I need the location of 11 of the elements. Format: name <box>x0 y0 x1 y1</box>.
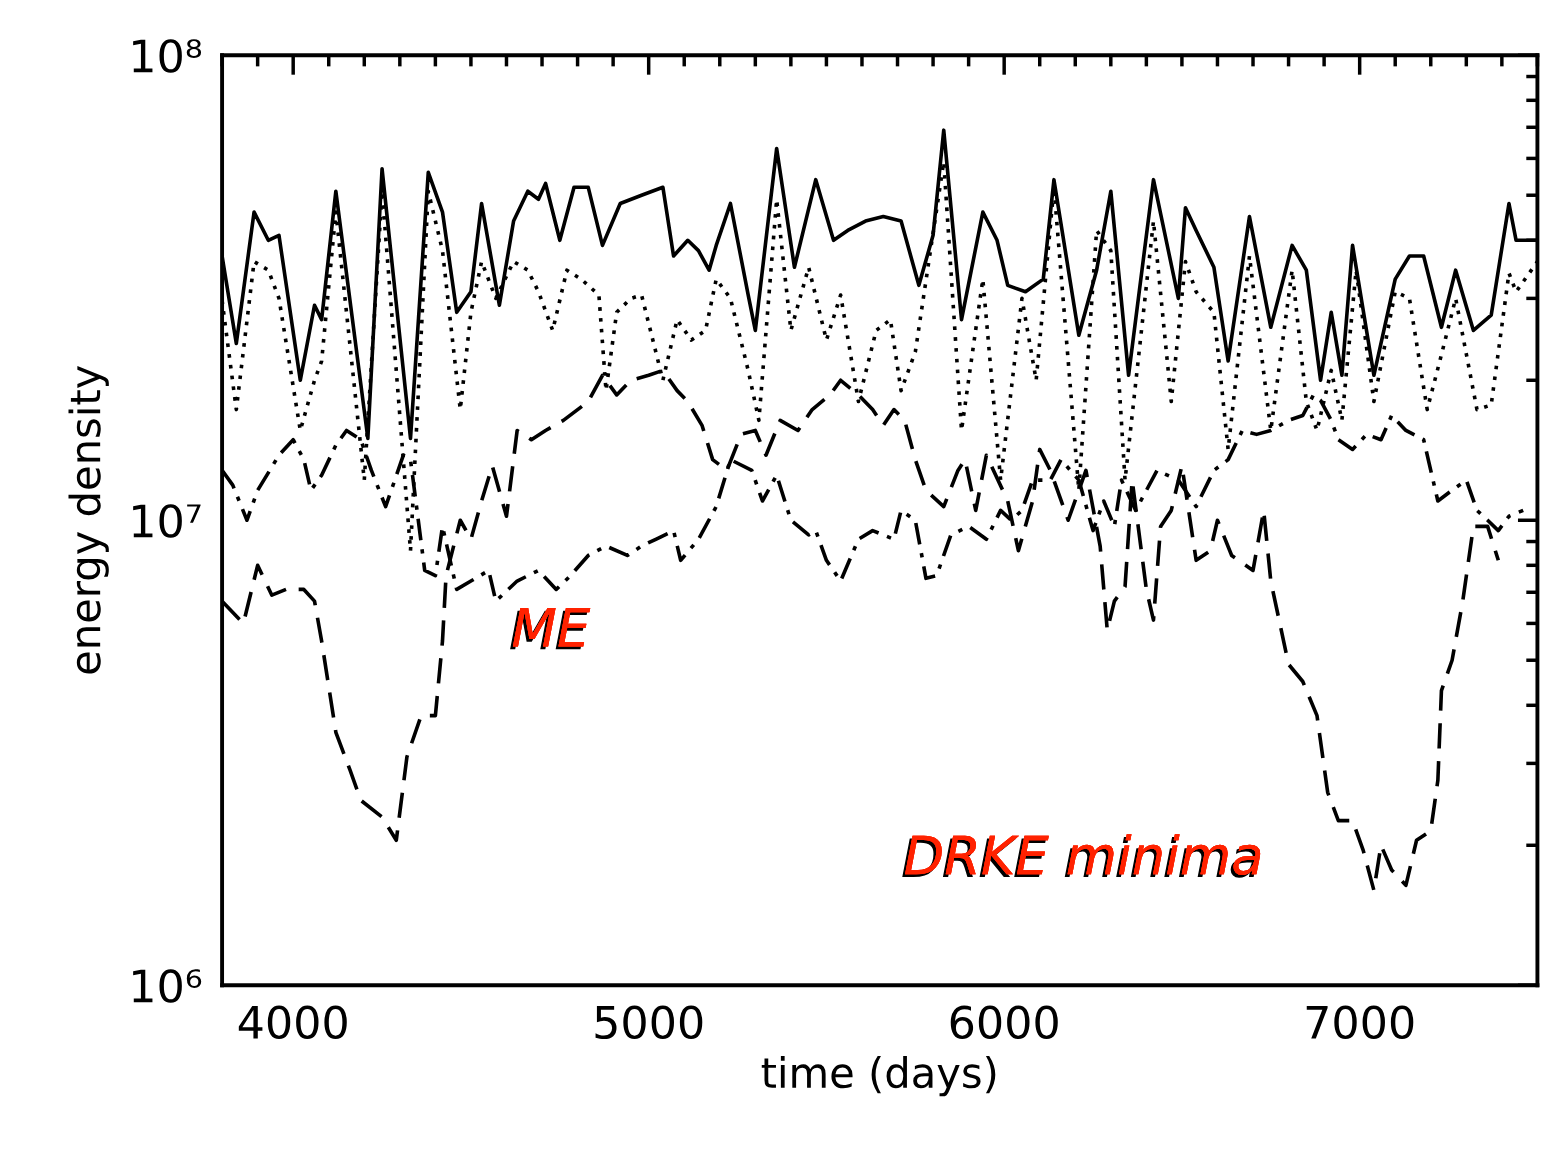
x-tick-label: 7000 <box>1306 1005 1414 1040</box>
x-tick-label: 5000 <box>595 1005 703 1040</box>
annotation: ME <box>510 607 591 650</box>
x-tick-label: 4000 <box>238 1005 347 1040</box>
y-tick-label: 10⁷ <box>133 504 201 538</box>
y-tick-label: 10⁶ <box>133 969 202 1003</box>
x-axis-title: time (days) <box>761 1056 996 1097</box>
y-tick-label: 10⁸ <box>133 39 202 73</box>
x-tick-label: 6000 <box>950 1005 1058 1040</box>
annotation: DRKE minima <box>902 834 1261 878</box>
y-axis-title: energy density <box>68 365 109 674</box>
